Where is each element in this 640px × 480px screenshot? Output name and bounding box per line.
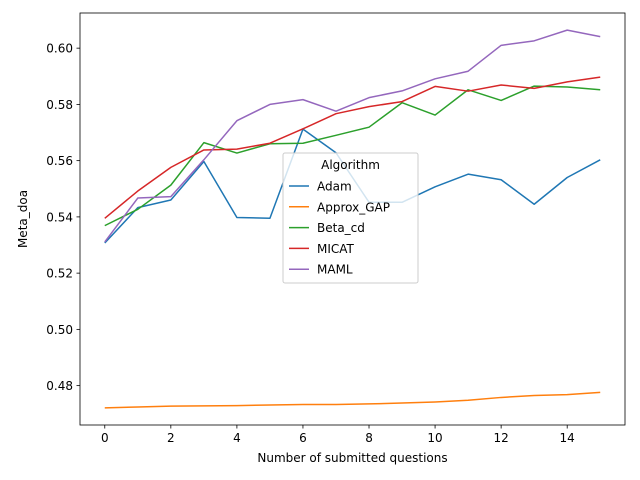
- x-axis: 0 2 4 6 8 10 12 14: [101, 425, 575, 445]
- series-line-beta-cd: [104, 85, 601, 227]
- x-tick-label: 0: [101, 431, 109, 445]
- y-axis-label: Meta_doa: [16, 190, 30, 248]
- legend: Algorithm Adam Approx_GAP Beta_cd MICAT MAML: [282, 152, 419, 284]
- x-tick-label: 14: [560, 431, 575, 445]
- y-tick-label: 0.48: [46, 379, 73, 393]
- y-tick-label: 0.54: [46, 210, 73, 224]
- legend-label-beta-cd: Beta_cd: [317, 221, 365, 235]
- legend-label-approx-gap: Approx_GAP: [317, 200, 390, 214]
- legend-label-adam: Adam: [317, 180, 352, 194]
- y-tick-label: 0.52: [46, 267, 73, 281]
- x-tick-label: 2: [167, 431, 175, 445]
- series-line-micat: [104, 76, 601, 219]
- legend-title: Algorithm: [321, 158, 380, 172]
- legend-label-maml: MAML: [317, 263, 353, 277]
- y-axis: 0.48 0.50 0.52 0.54 0.56 0.58 0.60: [46, 42, 80, 393]
- series-line-approx-gap: [104, 391, 601, 409]
- x-axis-label: Number of submitted questions: [257, 451, 447, 465]
- x-tick-label: 8: [365, 431, 373, 445]
- x-tick-label: 4: [233, 431, 241, 445]
- x-tick-label: 12: [493, 431, 508, 445]
- y-tick-label: 0.56: [46, 154, 73, 168]
- series-line-maml: [104, 29, 601, 243]
- y-tick-label: 0.60: [46, 42, 73, 56]
- legend-label-micat: MICAT: [317, 242, 355, 256]
- x-tick-label: 6: [299, 431, 307, 445]
- x-tick-label: 10: [427, 431, 442, 445]
- y-tick-label: 0.50: [46, 323, 73, 337]
- y-tick-label: 0.58: [46, 98, 73, 112]
- legend-box: [282, 152, 419, 284]
- plot-frame: [79, 12, 626, 426]
